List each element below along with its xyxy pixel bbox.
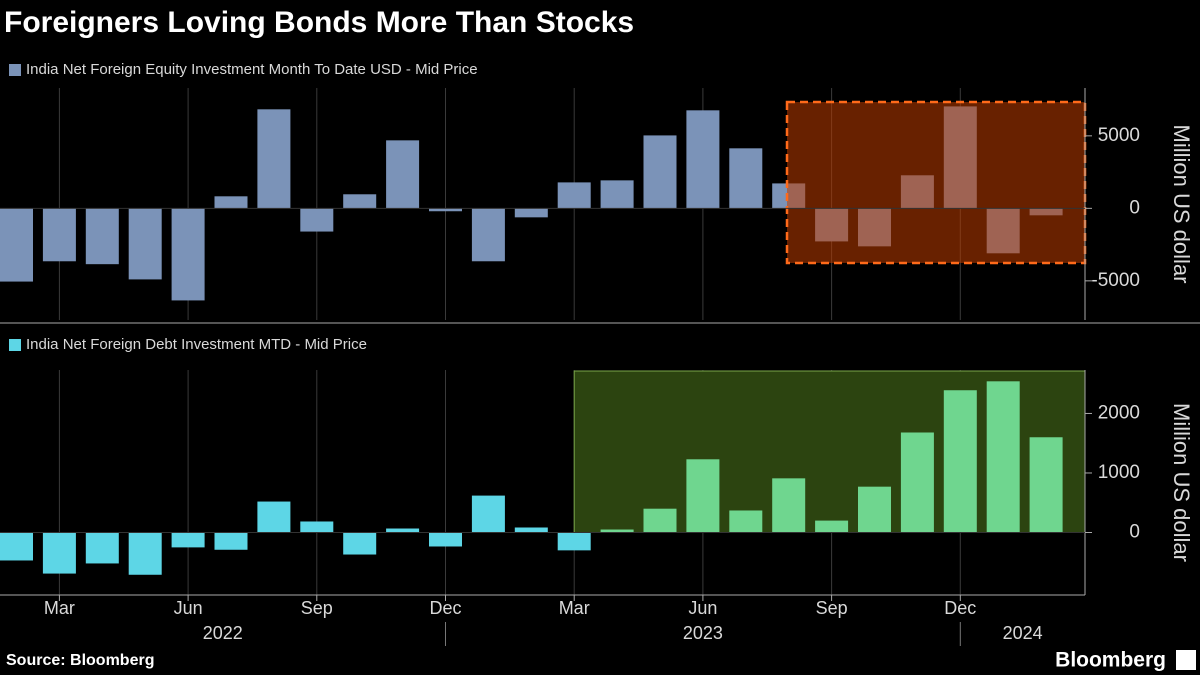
bar	[729, 510, 763, 533]
y-tick-label: 1000	[1098, 462, 1140, 483]
bar	[171, 208, 205, 301]
y-tick-label: -5000	[1091, 270, 1140, 291]
bar	[686, 110, 720, 209]
source: Source: Bloomberg	[6, 652, 154, 669]
bar	[300, 208, 334, 232]
highlight-region	[785, 100, 1087, 265]
bar	[300, 521, 334, 533]
bar	[600, 529, 634, 533]
bar	[514, 208, 548, 218]
bar	[900, 432, 934, 533]
x-tick-label: Sep	[301, 598, 333, 618]
bar	[42, 532, 76, 574]
bar	[643, 508, 677, 533]
x-tick-label: Sep	[816, 598, 848, 618]
x-year-label: 2022	[203, 623, 243, 643]
legend-label: India Net Foreign Equity Investment Mont…	[26, 61, 478, 78]
bar	[986, 381, 1020, 533]
bar	[0, 532, 33, 561]
bar	[514, 527, 548, 533]
chart-title: Foreigners Loving Bonds More Than Stocks	[4, 6, 634, 39]
bar	[686, 459, 720, 533]
y-axis-label: Million US dollar	[1169, 403, 1194, 562]
x-year-label: 2024	[1003, 623, 1043, 643]
x-tick-label: Jun	[174, 598, 203, 618]
bar	[386, 528, 420, 533]
x-tick-label: Mar	[559, 598, 590, 618]
bar	[858, 486, 891, 533]
bar	[643, 135, 677, 209]
x-tick-label: Jun	[688, 598, 717, 618]
y-tick-label: 0	[1129, 197, 1140, 218]
legend-label: India Net Foreign Debt Investment MTD - …	[26, 336, 367, 353]
legend-swatch	[9, 339, 21, 351]
y-tick-label: 2000	[1098, 402, 1140, 423]
x-tick-label: Dec	[429, 598, 461, 618]
bar	[815, 520, 849, 533]
bar	[600, 180, 634, 209]
bar	[471, 495, 505, 533]
brand: Bloomberg	[1055, 649, 1166, 672]
x-year-label: 2023	[683, 623, 723, 643]
bar	[128, 532, 162, 575]
bar	[557, 532, 591, 551]
y-tick-label: 5000	[1098, 125, 1140, 146]
bar	[214, 532, 248, 550]
bar	[429, 208, 462, 212]
bar	[0, 208, 33, 282]
bar	[557, 182, 591, 209]
bar	[471, 208, 505, 262]
y-tick-label: 0	[1129, 522, 1140, 543]
legend-swatch	[9, 64, 21, 76]
bar	[429, 532, 462, 547]
bar	[1029, 437, 1063, 533]
bar	[343, 194, 377, 209]
bar	[42, 208, 76, 262]
bar	[729, 148, 763, 209]
bar	[386, 140, 420, 209]
bar	[943, 390, 977, 533]
bar	[171, 532, 205, 548]
bar	[772, 478, 806, 533]
bar	[257, 109, 291, 209]
bar	[257, 501, 291, 533]
bar	[214, 196, 248, 209]
brand-icon	[1176, 650, 1196, 670]
x-tick-label: Dec	[944, 598, 976, 618]
y-axis-label: Million US dollar	[1169, 125, 1194, 284]
x-tick-label: Mar	[44, 598, 75, 618]
bar	[85, 532, 119, 564]
bar	[128, 208, 162, 280]
bar	[343, 532, 377, 555]
bar	[85, 208, 119, 265]
